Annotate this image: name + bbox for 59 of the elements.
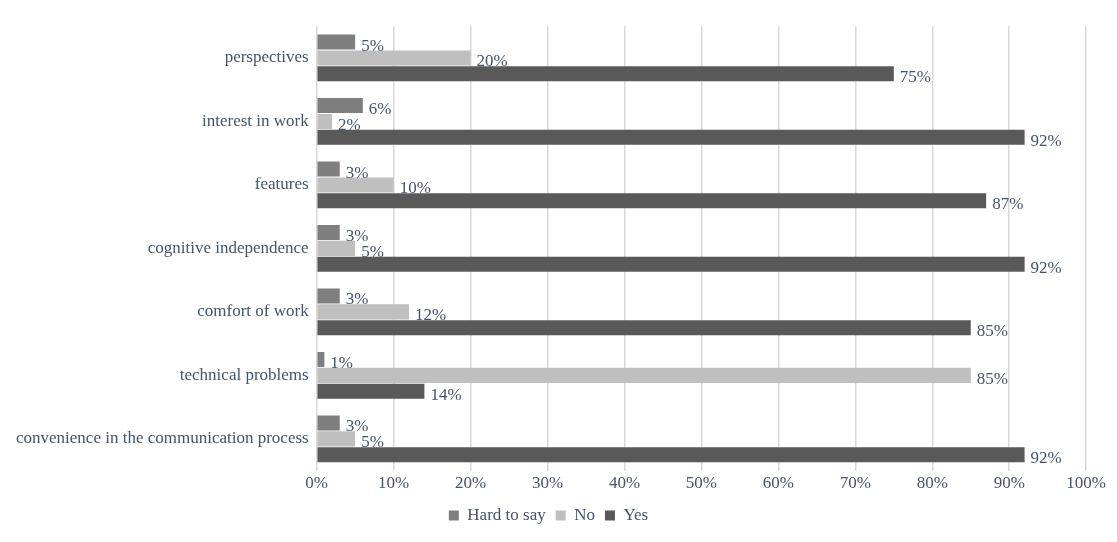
- bar: [317, 34, 356, 50]
- x-tick-label: 0%: [305, 473, 329, 493]
- bar: [317, 66, 894, 82]
- x-tick-label: 60%: [762, 473, 794, 493]
- bar: [317, 367, 971, 383]
- x-tick-label: 20%: [454, 473, 487, 493]
- bar: [317, 447, 1025, 463]
- data-label: 85%: [976, 321, 1008, 341]
- x-tick-label: 90%: [993, 473, 1025, 493]
- legend-label: No: [574, 504, 595, 524]
- data-label: 2%: [338, 114, 361, 134]
- x-tick-label: 80%: [916, 473, 948, 493]
- bar: [317, 129, 1025, 145]
- bar: [317, 288, 340, 304]
- data-label: 14%: [430, 384, 462, 404]
- bar: [317, 304, 410, 320]
- data-label: 92%: [1030, 130, 1062, 150]
- data-label: 87%: [992, 194, 1024, 214]
- bar: [317, 415, 340, 431]
- bar: [317, 193, 987, 209]
- y-tick-label: technical problems: [179, 364, 309, 384]
- data-label: 3%: [345, 289, 369, 309]
- data-label: 75%: [899, 67, 931, 87]
- y-tick-label: perspectives: [224, 47, 309, 67]
- y-tick-label: convenience in the communication process: [15, 428, 309, 448]
- x-tick-label: 70%: [839, 473, 871, 493]
- y-tick-label: interest in work: [201, 110, 310, 130]
- bar: [317, 351, 325, 368]
- data-label: 92%: [1030, 448, 1062, 468]
- x-tick-label: 100%: [1066, 473, 1107, 493]
- data-label: 5%: [361, 35, 384, 55]
- data-label: 3%: [345, 162, 369, 182]
- bar: [317, 113, 333, 129]
- data-label: 6%: [368, 99, 392, 119]
- x-tick-label: 40%: [608, 473, 641, 493]
- bar: [317, 256, 1025, 272]
- bar: [317, 383, 425, 399]
- bar: [317, 98, 363, 114]
- bar: [317, 161, 340, 177]
- bar: [317, 431, 356, 447]
- bar: [317, 240, 356, 256]
- data-label: 10%: [399, 178, 431, 198]
- x-tick-label: 50%: [685, 473, 718, 493]
- bar: [317, 224, 340, 241]
- bar: [317, 320, 971, 336]
- y-tick-label: cognitive independence: [147, 237, 309, 257]
- data-label: 92%: [1030, 257, 1062, 277]
- y-tick-label: comfort of work: [197, 301, 310, 321]
- data-label: 12%: [415, 305, 447, 325]
- y-tick-label: features: [254, 174, 309, 194]
- x-tick-label: 10%: [378, 473, 410, 493]
- legend-label: Yes: [623, 504, 649, 524]
- data-label: 20%: [476, 51, 508, 71]
- data-label: 85%: [976, 368, 1008, 388]
- x-tick-label: 30%: [531, 473, 564, 493]
- legend-label: Hard to say: [467, 504, 547, 524]
- bar: [317, 50, 471, 66]
- bar: [317, 177, 394, 193]
- data-label: 1%: [330, 352, 354, 372]
